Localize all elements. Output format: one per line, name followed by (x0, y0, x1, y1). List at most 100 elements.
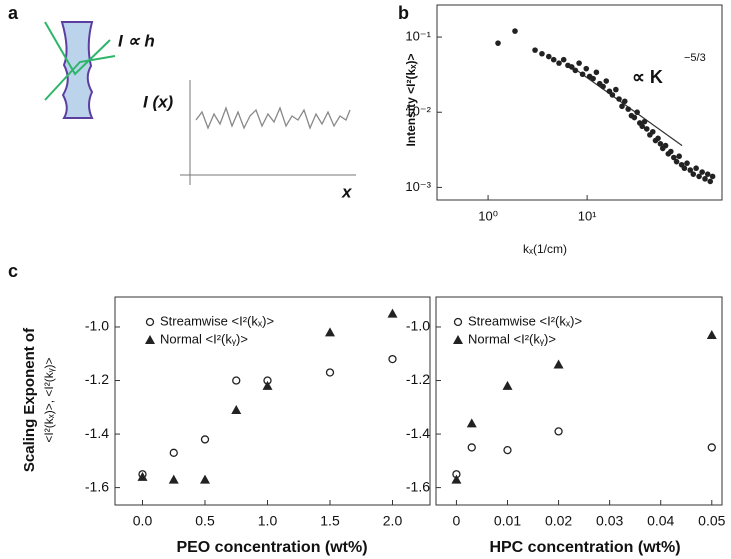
marker (641, 118, 648, 125)
y-axis-label: <I²(kₓ)>, <I²(kᵧ)> (42, 357, 56, 442)
marker (556, 60, 562, 66)
x-tick-label: 0.02 (545, 513, 572, 529)
legend-marker (145, 335, 155, 344)
marker (579, 71, 586, 78)
marker (643, 126, 650, 132)
axis-label: x (341, 182, 353, 201)
marker (137, 471, 148, 481)
marker (583, 65, 590, 72)
legend-label: Normal <I²(kᵧ)> (160, 331, 248, 346)
marker (550, 56, 557, 63)
annotation-exponent: −5/3 (684, 52, 706, 64)
legend-marker (453, 317, 463, 327)
marker (388, 354, 397, 364)
ray (44, 55, 116, 101)
y-tick-label: -1.0 (406, 318, 430, 334)
y-tick-label: -1.2 (85, 371, 109, 387)
marker (590, 75, 596, 82)
marker (560, 56, 567, 63)
marker (466, 418, 477, 428)
x-axis-label: kₓ(1/cm) (523, 242, 567, 256)
marker (706, 330, 717, 340)
y-tick-label: -1.2 (406, 371, 430, 387)
panel-label: b (398, 3, 409, 23)
marker (451, 474, 462, 484)
annotation: ∝ K (632, 67, 663, 87)
x-axis-label: HPC concentration (wt%) (489, 539, 680, 556)
marker (232, 376, 241, 385)
y-tick-label: 10⁻³ (405, 179, 431, 194)
y-tick-label: -1.4 (85, 425, 109, 441)
marker (613, 86, 619, 93)
marker (200, 435, 210, 444)
legend-label: Normal <I²(kᵧ)> (468, 331, 556, 346)
legend-marker (145, 317, 155, 327)
y-tick-label: -1.4 (406, 425, 430, 441)
marker (704, 171, 711, 177)
marker (668, 148, 674, 155)
marker (503, 445, 512, 455)
y-tick-label: -1.0 (85, 318, 109, 334)
marker (593, 69, 600, 76)
marker (576, 60, 582, 66)
marker (649, 128, 656, 135)
x-tick-label: 0.04 (647, 513, 674, 529)
marker (231, 404, 242, 414)
marker (616, 96, 622, 102)
marker (707, 178, 714, 185)
x-tick-label: 10⁰ (478, 208, 498, 223)
marker (662, 142, 669, 149)
marker (325, 327, 335, 337)
marker (600, 83, 606, 90)
signal (195, 106, 351, 130)
marker (539, 50, 545, 57)
chart: 0 0.01 0.02 0.03 0.04 0.05 -1.6 -1.4 -1.2 -1.0 HPC… (406, 296, 726, 556)
schematic: I ∝ h I (x) x (44, 21, 356, 201)
marker (169, 448, 178, 457)
marker (553, 359, 564, 369)
y-tick-label: 10⁻² (405, 104, 431, 119)
marker (684, 160, 690, 166)
x-tick-label: 0.01 (494, 513, 521, 529)
marker (693, 165, 699, 172)
marker (532, 47, 538, 53)
marker (495, 40, 501, 46)
plot-frame (435, 296, 723, 506)
marker (572, 67, 579, 74)
marker (625, 106, 632, 112)
marker (554, 427, 563, 436)
marker (673, 158, 680, 165)
x-tick-label: 1.5 (320, 513, 340, 529)
marker (634, 109, 640, 116)
x-tick-label: 0.03 (596, 513, 623, 529)
marker (707, 443, 716, 452)
marker (325, 368, 335, 377)
y-axis-label: Intensity <I²(kₓ)> (404, 53, 418, 146)
marker (603, 78, 610, 84)
panel-label: a (8, 3, 19, 23)
marker (262, 380, 273, 390)
chart: 10⁰ 10¹ 10⁻¹ 10⁻² 10⁻³ kₓ(1/cm) Intensity <I²(… (404, 4, 723, 256)
legend-label: Streamwise <I²(kₓ)> (160, 313, 274, 328)
x-tick-label: 1.0 (258, 513, 278, 529)
legend-marker (453, 335, 463, 344)
marker (670, 154, 677, 161)
marker (681, 165, 688, 172)
marker (387, 308, 398, 318)
legend-label: Streamwise <I²(kₓ)> (468, 313, 582, 328)
marker (545, 53, 552, 60)
marker (655, 135, 661, 142)
marker (696, 173, 702, 180)
marker (690, 171, 697, 177)
x-tick-label: 10¹ (578, 208, 597, 223)
marker (168, 474, 179, 484)
marker (621, 98, 628, 105)
marker (639, 123, 646, 130)
marker (200, 474, 210, 484)
plot-frame (436, 4, 723, 201)
marker (709, 173, 716, 180)
marker (631, 114, 638, 121)
reference-line (569, 64, 683, 147)
marker (676, 153, 682, 160)
